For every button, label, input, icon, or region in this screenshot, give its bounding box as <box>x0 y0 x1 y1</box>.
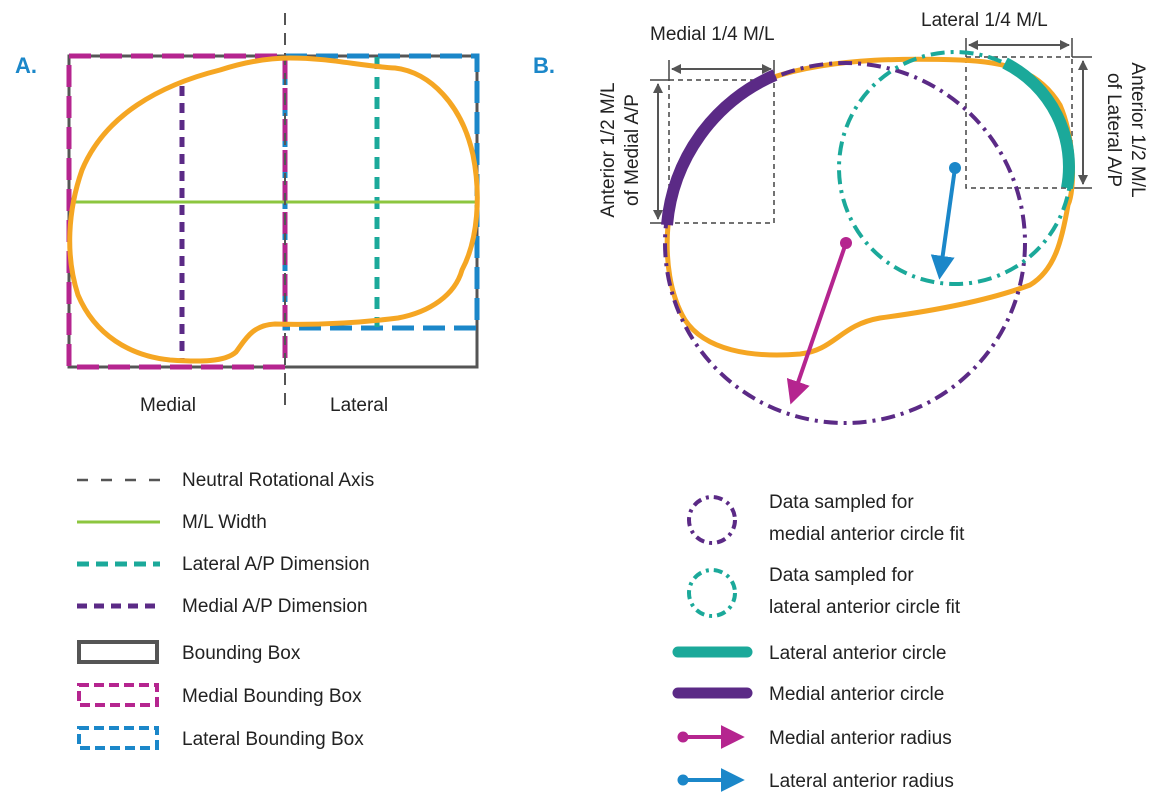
tibia-outline-b <box>664 56 1075 358</box>
legend-b-label: Medial anterior radius <box>769 728 952 749</box>
legend-b-item: Lateral anterior circle <box>672 643 946 664</box>
label-right-line2: of Lateral A/P <box>1103 73 1124 187</box>
legend-b-item: Lateral anterior radius <box>677 768 954 792</box>
legend-b-label-line2: medial anterior circle fit <box>769 524 965 545</box>
legend-a: Neutral Rotational Axis M/L Width Latera… <box>77 470 374 750</box>
legend-b-label: Lateral anterior radius <box>769 771 954 792</box>
legend-a-item: Lateral A/P Dimension <box>77 554 370 575</box>
blue-dashed-box-icon <box>77 726 159 750</box>
panel-b-letter: B. <box>533 53 555 78</box>
medial-bounding-box <box>66 53 288 370</box>
label-medial-quarter: Medial 1/4 M/L <box>650 24 775 45</box>
legend-a-label: Medial Bounding Box <box>182 686 362 707</box>
medial-fit-circle <box>663 61 1027 425</box>
legend-b-item: Medial anterior circle <box>672 684 944 705</box>
legend-a-label: M/L Width <box>182 512 267 533</box>
legend-b-label: Lateral anterior circle <box>769 643 946 664</box>
legend-b-item: Data sampled for medial anterior circle … <box>687 492 965 545</box>
gray-box-icon <box>77 640 159 664</box>
medial-anterior-radius <box>786 237 852 405</box>
tibia-outline-a <box>67 55 480 364</box>
label-lateral-quarter: Lateral 1/4 M/L <box>921 10 1048 31</box>
legend-b-item: Data sampled for lateral anterior circle… <box>687 565 961 618</box>
legend-b: Data sampled for medial anterior circle … <box>672 492 965 792</box>
legend-b-label: Medial anterior circle <box>769 684 944 705</box>
legend-a-item: M/L Width <box>77 512 267 533</box>
legend-a-item: Neutral Rotational Axis <box>77 470 374 491</box>
panel-a-letter: A. <box>15 53 37 78</box>
legend-b-label-line2: lateral anterior circle fit <box>769 597 961 618</box>
panel-b: B. <box>533 10 1148 425</box>
legend-a-label: Neutral Rotational Axis <box>182 470 374 491</box>
blue-arrow-icon <box>677 768 745 792</box>
label-lateral: Lateral <box>330 395 388 416</box>
magenta-dashed-box-icon <box>77 683 159 707</box>
legend-a-item: Bounding Box <box>77 640 301 664</box>
lateral-quarter-box <box>965 56 1073 189</box>
legend-a-item: Medial A/P Dimension <box>77 596 368 617</box>
magenta-arrow-icon <box>677 725 745 749</box>
label-right-vertical: Anterior 1/2 M/L of Lateral A/P <box>1103 62 1148 197</box>
legend-b-label-line1: Data sampled for <box>769 492 914 513</box>
label-left-vertical: Anterior 1/2 M/L of Medial A/P <box>598 82 643 217</box>
legend-a-label: Lateral Bounding Box <box>182 729 364 750</box>
legend-a-label: Bounding Box <box>182 643 301 664</box>
legend-b-label-line1: Data sampled for <box>769 565 914 586</box>
legend-a-label: Lateral A/P Dimension <box>182 554 370 575</box>
purple-dashdot-circle-icon <box>687 495 737 545</box>
label-left-line1: Anterior 1/2 M/L <box>598 82 619 217</box>
label-right-line1: Anterior 1/2 M/L <box>1127 62 1148 197</box>
teal-dashdot-circle-icon <box>687 568 737 618</box>
label-medial: Medial <box>140 395 196 416</box>
legend-b-item: Medial anterior radius <box>677 725 952 749</box>
bounding-box <box>67 54 479 369</box>
legend-a-item: Medial Bounding Box <box>77 683 362 707</box>
medial-anterior-arc <box>661 69 778 226</box>
legend-a-item: Lateral Bounding Box <box>77 726 364 750</box>
lateral-anterior-radius <box>930 162 961 280</box>
legend-a-label: Medial A/P Dimension <box>182 596 368 617</box>
panel-a: A. Medial Lateral <box>15 13 480 416</box>
lateral-anterior-arc <box>1002 57 1075 190</box>
medial-quarter-box <box>668 79 775 224</box>
label-left-line2: of Medial A/P <box>622 94 643 206</box>
